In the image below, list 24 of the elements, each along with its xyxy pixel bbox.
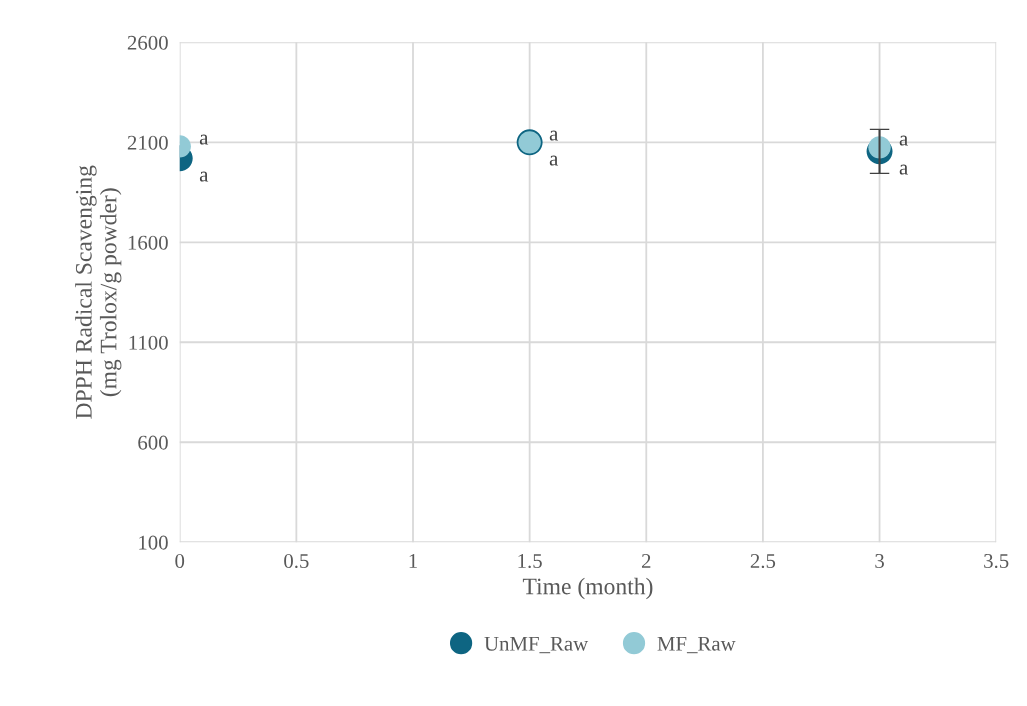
annotation: a bbox=[899, 135, 908, 146]
x-tick-label: 3 bbox=[875, 553, 884, 568]
x-tick-label: 0 bbox=[175, 553, 185, 568]
y-tick-label: 2600 bbox=[127, 35, 168, 50]
y-tick-label: 1600 bbox=[128, 235, 168, 250]
x-tick-label: 0.5 bbox=[284, 553, 309, 569]
y-axis-title: DPPH Radical Scavenging (mg Trolox/g powder) bbox=[75, 165, 122, 419]
x-tick-label: 1 bbox=[409, 554, 417, 568]
y-tick-label: 600 bbox=[138, 435, 168, 450]
x-tick-label: 2 bbox=[641, 553, 651, 568]
y-tick-label: 2100 bbox=[127, 135, 168, 150]
legend-label: MF_Raw bbox=[657, 636, 736, 654]
y-tick-label: 1100 bbox=[129, 335, 168, 350]
annotation: a bbox=[549, 155, 559, 166]
annotation: a bbox=[899, 164, 908, 175]
annotation: a bbox=[199, 134, 209, 145]
x-tick-label: 2.5 bbox=[750, 553, 776, 569]
x-tick-label: 1.5 bbox=[518, 554, 542, 569]
legend-label: UnMF_Raw bbox=[484, 636, 589, 654]
x-tick-label: 3.5 bbox=[984, 553, 1009, 569]
y-tick-label: 100 bbox=[139, 535, 168, 550]
x-axis-title: Time (month) bbox=[522, 577, 653, 600]
annotation: a bbox=[549, 130, 559, 141]
annotation: a bbox=[199, 171, 209, 182]
